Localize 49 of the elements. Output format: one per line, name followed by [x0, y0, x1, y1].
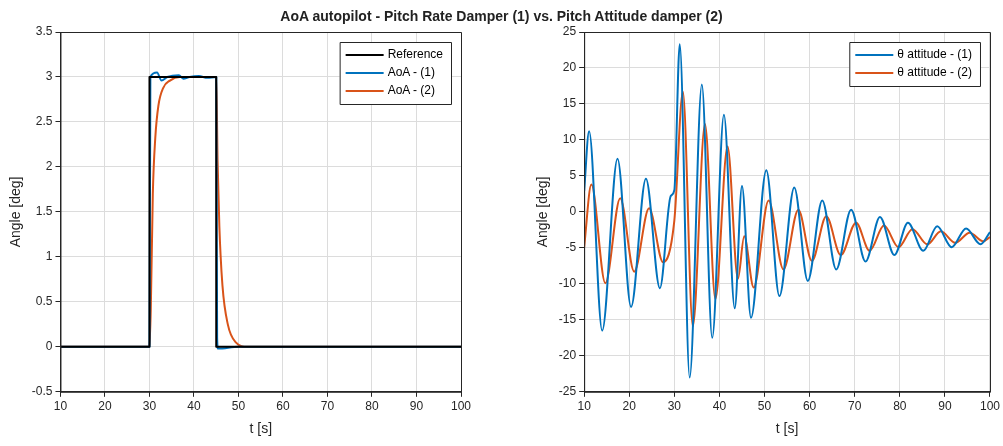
x-tick-label: 20	[622, 399, 637, 414]
y-tick-label: 0.5	[35, 294, 53, 309]
x-tick-label: 90	[938, 399, 952, 414]
y-tick-label: -10	[558, 276, 577, 291]
y-tick-label: 3.5	[35, 24, 53, 39]
y-tick-label: -15	[558, 312, 577, 327]
y-tick-label: 25	[562, 24, 577, 39]
x-tick-label: 40	[712, 399, 727, 414]
legend-label: AoA - (2)	[387, 83, 435, 98]
y-tick-label: 0	[45, 339, 53, 354]
y-axis-title: Angle [deg]	[7, 176, 24, 248]
x-tick-label: 40	[187, 399, 201, 414]
x-tick-label: 80	[893, 399, 907, 414]
x-axis-title: t [s]	[249, 420, 273, 437]
x-tick-label: 50	[757, 399, 772, 414]
y-tick-label: 5	[569, 168, 577, 183]
x-tick-label: 60	[276, 399, 290, 414]
x-tick-label: 60	[802, 399, 817, 414]
legend-label: Reference	[387, 47, 444, 62]
x-tick-label: 90	[409, 399, 424, 414]
y-tick-label: -25	[558, 384, 577, 399]
x-tick-label: 20	[98, 399, 112, 414]
x-tick-label: 80	[365, 399, 379, 414]
x-tick-label: 30	[667, 399, 682, 414]
y-axis-title: Angle [deg]	[534, 176, 551, 248]
line-series	[584, 43, 990, 379]
x-tick-label: 100	[979, 399, 1001, 414]
y-tick-label: -20	[558, 348, 577, 363]
legend-label: θ attitude - (1)	[897, 47, 972, 62]
y-tick-label: 1.5	[35, 204, 53, 219]
y-tick-label: 1	[45, 249, 53, 264]
x-axis-title: t [s]	[775, 420, 799, 437]
y-tick-label: 10	[562, 132, 577, 147]
y-tick-label: 3	[45, 69, 53, 84]
legend-label: θ attitude - (2)	[897, 65, 972, 80]
y-tick-label: 0	[569, 204, 577, 219]
x-tick-label: 70	[848, 399, 862, 414]
y-tick-label: 2	[45, 159, 53, 174]
text: AoA autopilot - Pitch Rate Damper (1) vs. Pitch Attitude damper (2)	[279, 8, 724, 24]
y-tick-label: 2.5	[35, 114, 53, 129]
y-tick-label: -0.5	[31, 384, 53, 399]
legend-label: AoA - (1)	[387, 65, 435, 80]
x-tick-label: 30	[142, 399, 157, 414]
y-tick-label: 20	[562, 60, 577, 75]
x-tick-label: 100	[450, 399, 472, 414]
y-tick-label: 15	[562, 96, 577, 111]
x-tick-label: 50	[231, 399, 246, 414]
y-tick-label: -5	[565, 240, 577, 255]
x-tick-label: 70	[320, 399, 335, 414]
